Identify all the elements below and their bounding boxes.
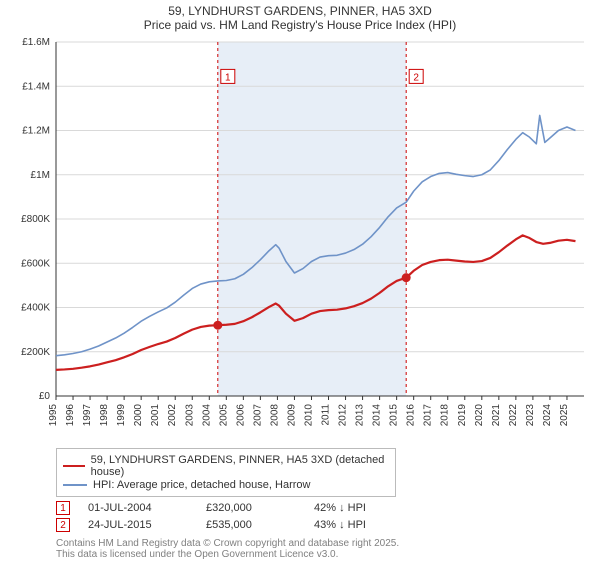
chart-title-line2: Price paid vs. HM Land Registry's House …	[0, 18, 600, 32]
marker-date: 01-JUL-2004	[88, 502, 188, 514]
footer-line-2: This data is licensed under the Open Gov…	[56, 549, 588, 560]
svg-text:£200K: £200K	[21, 347, 50, 358]
svg-text:£600K: £600K	[21, 258, 50, 269]
svg-text:2005: 2005	[218, 404, 229, 427]
svg-text:£400K: £400K	[21, 303, 50, 314]
svg-text:1: 1	[225, 72, 231, 83]
svg-text:2006: 2006	[235, 404, 246, 427]
legend-item: HPI: Average price, detached house, Harr…	[63, 479, 389, 491]
svg-text:2013: 2013	[355, 404, 366, 427]
svg-text:2014: 2014	[372, 404, 383, 427]
attribution-footer: Contains HM Land Registry data © Crown c…	[56, 538, 588, 560]
sale-marker-table: 1 01-JUL-2004 £320,000 42% ↓ HPI 2 24-JUL-201…	[56, 501, 588, 532]
svg-text:2021: 2021	[491, 404, 502, 427]
svg-text:2004: 2004	[201, 404, 212, 427]
marker-date: 24-JUL-2015	[88, 519, 188, 531]
svg-text:2019: 2019	[457, 404, 468, 427]
marker-id-box: 1	[56, 501, 70, 515]
svg-text:2020: 2020	[474, 404, 485, 427]
svg-text:2017: 2017	[423, 404, 434, 427]
svg-text:1997: 1997	[82, 404, 93, 427]
svg-text:1995: 1995	[48, 404, 59, 427]
svg-text:2010: 2010	[303, 404, 314, 427]
legend-label: 59, LYNDHURST GARDENS, PINNER, HA5 3XD (…	[91, 454, 389, 478]
svg-text:2008: 2008	[269, 404, 280, 427]
svg-text:1996: 1996	[65, 404, 76, 427]
svg-text:2022: 2022	[508, 404, 519, 427]
svg-text:2: 2	[413, 72, 419, 83]
legend-swatch	[63, 484, 87, 486]
svg-text:2018: 2018	[440, 404, 451, 427]
svg-text:£1M: £1M	[31, 170, 50, 181]
svg-text:2003: 2003	[184, 404, 195, 427]
chart-legend: 59, LYNDHURST GARDENS, PINNER, HA5 3XD (…	[56, 448, 396, 497]
svg-text:£1.4M: £1.4M	[22, 81, 50, 92]
svg-text:2016: 2016	[406, 404, 417, 427]
chart-container: £0 £200K £400K £600K £800K £1M £1.2M £1.4M £1.6M…	[0, 36, 600, 446]
svg-text:2023: 2023	[525, 404, 536, 427]
svg-text:2009: 2009	[286, 404, 297, 427]
footer-line-1: Contains HM Land Registry data © Crown c…	[56, 538, 588, 549]
svg-text:2011: 2011	[321, 404, 332, 426]
marker-price: £320,000	[206, 502, 296, 514]
legend-item: 59, LYNDHURST GARDENS, PINNER, HA5 3XD (…	[63, 454, 389, 478]
marker-delta: 42% ↓ HPI	[314, 502, 414, 514]
marker-price: £535,000	[206, 519, 296, 531]
line-chart: £0 £200K £400K £600K £800K £1M £1.2M £1.4M £1.6M…	[0, 36, 600, 446]
legend-swatch	[63, 465, 85, 467]
svg-text:£1.2M: £1.2M	[22, 126, 50, 137]
marker-delta: 43% ↓ HPI	[314, 519, 414, 531]
svg-text:£0: £0	[39, 391, 51, 402]
svg-text:2012: 2012	[338, 404, 349, 427]
svg-text:2015: 2015	[389, 404, 400, 427]
svg-text:2007: 2007	[252, 404, 263, 427]
marker-row: 2 24-JUL-2015 £535,000 43% ↓ HPI	[56, 518, 588, 532]
svg-text:1999: 1999	[116, 404, 127, 427]
svg-text:£800K: £800K	[21, 214, 50, 225]
legend-label: HPI: Average price, detached house, Harr…	[93, 479, 310, 491]
svg-text:2025: 2025	[559, 404, 570, 427]
svg-text:£1.6M: £1.6M	[22, 37, 50, 48]
svg-text:2000: 2000	[133, 404, 144, 427]
chart-title-line1: 59, LYNDHURST GARDENS, PINNER, HA5 3XD	[0, 4, 600, 18]
svg-text:1998: 1998	[99, 404, 110, 427]
marker-row: 1 01-JUL-2004 £320,000 42% ↓ HPI	[56, 501, 588, 515]
marker-id-box: 2	[56, 518, 70, 532]
svg-text:2002: 2002	[167, 404, 178, 427]
svg-text:2024: 2024	[542, 404, 553, 427]
svg-text:2001: 2001	[150, 404, 161, 427]
